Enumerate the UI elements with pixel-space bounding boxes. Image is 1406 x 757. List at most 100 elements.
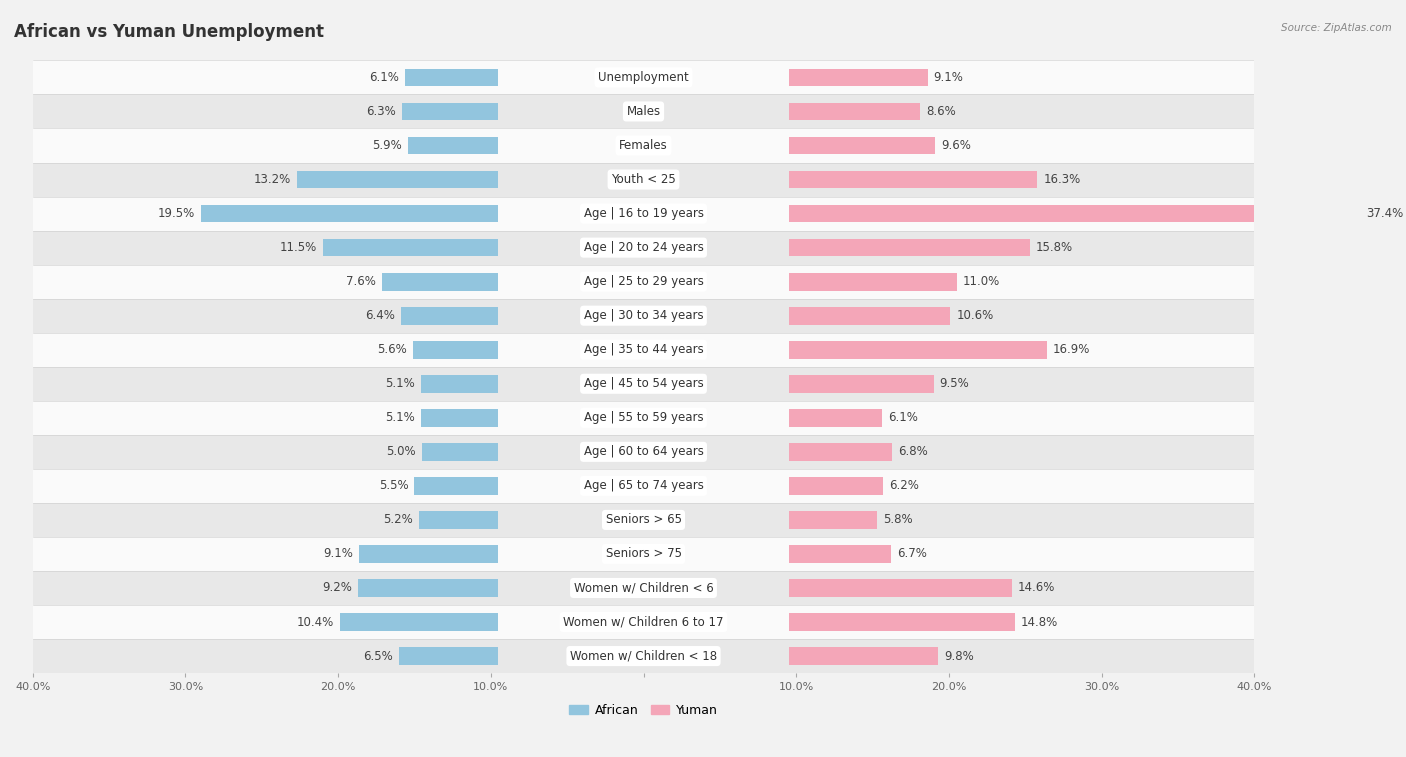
Bar: [789, 613, 1015, 631]
Text: 5.2%: 5.2%: [384, 513, 413, 526]
Text: 5.5%: 5.5%: [378, 479, 408, 492]
Bar: [32, 469, 1254, 503]
Bar: [789, 103, 920, 120]
Text: Women w/ Children 6 to 17: Women w/ Children 6 to 17: [564, 615, 724, 628]
Text: 5.8%: 5.8%: [883, 513, 912, 526]
Text: Seniors > 75: Seniors > 75: [606, 547, 682, 560]
Text: 9.5%: 9.5%: [939, 377, 970, 391]
Bar: [399, 647, 499, 665]
Bar: [420, 375, 499, 393]
Bar: [297, 170, 499, 188]
Text: Women w/ Children < 18: Women w/ Children < 18: [569, 650, 717, 662]
Text: 5.1%: 5.1%: [385, 377, 415, 391]
Bar: [405, 69, 499, 86]
Bar: [32, 197, 1254, 231]
Bar: [32, 605, 1254, 639]
Bar: [32, 299, 1254, 333]
Bar: [32, 400, 1254, 435]
Text: 15.8%: 15.8%: [1036, 241, 1073, 254]
Bar: [32, 435, 1254, 469]
Bar: [32, 503, 1254, 537]
Bar: [340, 613, 499, 631]
Bar: [32, 265, 1254, 299]
Text: 10.6%: 10.6%: [956, 309, 994, 322]
Bar: [789, 238, 1029, 257]
Bar: [789, 579, 1011, 597]
Text: 9.8%: 9.8%: [945, 650, 974, 662]
Text: Unemployment: Unemployment: [598, 71, 689, 84]
Text: African vs Yuman Unemployment: African vs Yuman Unemployment: [14, 23, 323, 41]
Bar: [789, 341, 1046, 359]
Text: 6.1%: 6.1%: [370, 71, 399, 84]
Bar: [323, 238, 499, 257]
Bar: [789, 477, 883, 495]
Text: Males: Males: [627, 105, 661, 118]
Legend: African, Yuman: African, Yuman: [564, 699, 723, 722]
Text: Age | 20 to 24 years: Age | 20 to 24 years: [583, 241, 703, 254]
Bar: [32, 639, 1254, 673]
Bar: [413, 341, 499, 359]
Bar: [32, 95, 1254, 129]
Text: 13.2%: 13.2%: [253, 173, 291, 186]
Text: 11.5%: 11.5%: [280, 241, 316, 254]
Bar: [789, 204, 1360, 223]
Bar: [789, 307, 950, 325]
Bar: [360, 545, 499, 562]
Text: 16.3%: 16.3%: [1043, 173, 1081, 186]
Bar: [789, 170, 1038, 188]
Bar: [32, 537, 1254, 571]
Text: Age | 55 to 59 years: Age | 55 to 59 years: [583, 411, 703, 425]
Text: 6.1%: 6.1%: [887, 411, 918, 425]
Text: Seniors > 65: Seniors > 65: [606, 513, 682, 526]
Bar: [422, 443, 499, 461]
Text: Source: ZipAtlas.com: Source: ZipAtlas.com: [1281, 23, 1392, 33]
Bar: [32, 571, 1254, 605]
Text: 6.4%: 6.4%: [364, 309, 395, 322]
Text: 9.6%: 9.6%: [941, 139, 972, 152]
Bar: [32, 163, 1254, 197]
Text: Age | 30 to 34 years: Age | 30 to 34 years: [583, 309, 703, 322]
Bar: [32, 366, 1254, 400]
Text: 6.8%: 6.8%: [898, 445, 928, 458]
Text: Age | 25 to 29 years: Age | 25 to 29 years: [583, 275, 703, 288]
Text: Females: Females: [619, 139, 668, 152]
Bar: [408, 137, 499, 154]
Bar: [789, 375, 934, 393]
Text: 6.2%: 6.2%: [890, 479, 920, 492]
Bar: [382, 273, 499, 291]
Text: Age | 45 to 54 years: Age | 45 to 54 years: [583, 377, 703, 391]
Text: 14.8%: 14.8%: [1021, 615, 1057, 628]
Bar: [401, 307, 499, 325]
Text: 9.2%: 9.2%: [322, 581, 352, 594]
Bar: [32, 333, 1254, 366]
Bar: [789, 511, 877, 528]
Text: 6.5%: 6.5%: [363, 650, 394, 662]
Text: 11.0%: 11.0%: [963, 275, 1000, 288]
Bar: [201, 204, 499, 223]
Bar: [415, 477, 499, 495]
Text: 5.9%: 5.9%: [373, 139, 402, 152]
Text: 6.3%: 6.3%: [367, 105, 396, 118]
Bar: [789, 545, 891, 562]
Bar: [419, 511, 499, 528]
Text: Youth < 25: Youth < 25: [612, 173, 676, 186]
Bar: [402, 103, 499, 120]
Text: 8.6%: 8.6%: [927, 105, 956, 118]
Bar: [789, 647, 938, 665]
Text: 9.1%: 9.1%: [934, 71, 963, 84]
Bar: [32, 231, 1254, 265]
Bar: [32, 61, 1254, 95]
Text: 6.7%: 6.7%: [897, 547, 927, 560]
Text: 5.1%: 5.1%: [385, 411, 415, 425]
Text: Age | 60 to 64 years: Age | 60 to 64 years: [583, 445, 703, 458]
Text: 10.4%: 10.4%: [297, 615, 333, 628]
Text: 37.4%: 37.4%: [1365, 207, 1403, 220]
Bar: [789, 443, 893, 461]
Bar: [32, 129, 1254, 163]
Bar: [420, 409, 499, 427]
Bar: [789, 137, 935, 154]
Text: 14.6%: 14.6%: [1018, 581, 1054, 594]
Text: Age | 35 to 44 years: Age | 35 to 44 years: [583, 343, 703, 357]
Text: 5.6%: 5.6%: [377, 343, 406, 357]
Bar: [359, 579, 499, 597]
